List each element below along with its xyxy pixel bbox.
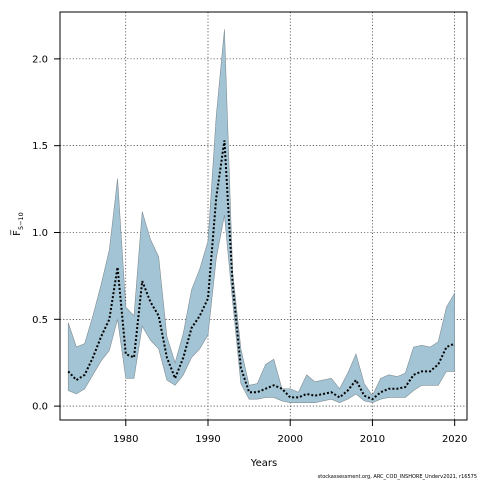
y-axis: 0.0 0.5 1.0 1.5 2.0 bbox=[32, 54, 60, 413]
estimate-line bbox=[67, 140, 456, 401]
y-tick-label: 1.5 bbox=[32, 141, 48, 152]
x-axis: 1980 1990 2000 2010 2020 bbox=[113, 420, 467, 445]
credit-text: stockassessment.org, ARC_COD_INSHORE_Und… bbox=[318, 474, 477, 480]
x-tick-label: 2010 bbox=[360, 434, 385, 445]
confidence-band bbox=[67, 29, 455, 403]
y-tick-label: 2.0 bbox=[32, 54, 48, 65]
y-tick-label: 0.0 bbox=[32, 402, 48, 413]
y-tick-label: 1.0 bbox=[32, 228, 48, 239]
svg-text:F̅5−10: F̅5−10 bbox=[10, 212, 25, 236]
x-tick-label: 1990 bbox=[195, 434, 220, 445]
x-tick-label: 1980 bbox=[113, 434, 138, 445]
estimate-series-line bbox=[67, 140, 456, 401]
y-tick-label: 0.5 bbox=[32, 315, 48, 326]
plot-frame bbox=[59, 11, 468, 421]
y-axis-label-main: F̅ bbox=[10, 229, 23, 236]
grid-lines bbox=[60, 12, 467, 420]
y-axis-label-sub: 5−10 bbox=[17, 212, 25, 230]
x-axis-label: Years bbox=[250, 458, 277, 469]
x-tick-label: 2000 bbox=[277, 434, 302, 445]
confidence-band-area bbox=[67, 29, 455, 403]
y-axis-label: F̅5−10 bbox=[10, 212, 25, 236]
x-tick-label: 2020 bbox=[442, 434, 467, 445]
